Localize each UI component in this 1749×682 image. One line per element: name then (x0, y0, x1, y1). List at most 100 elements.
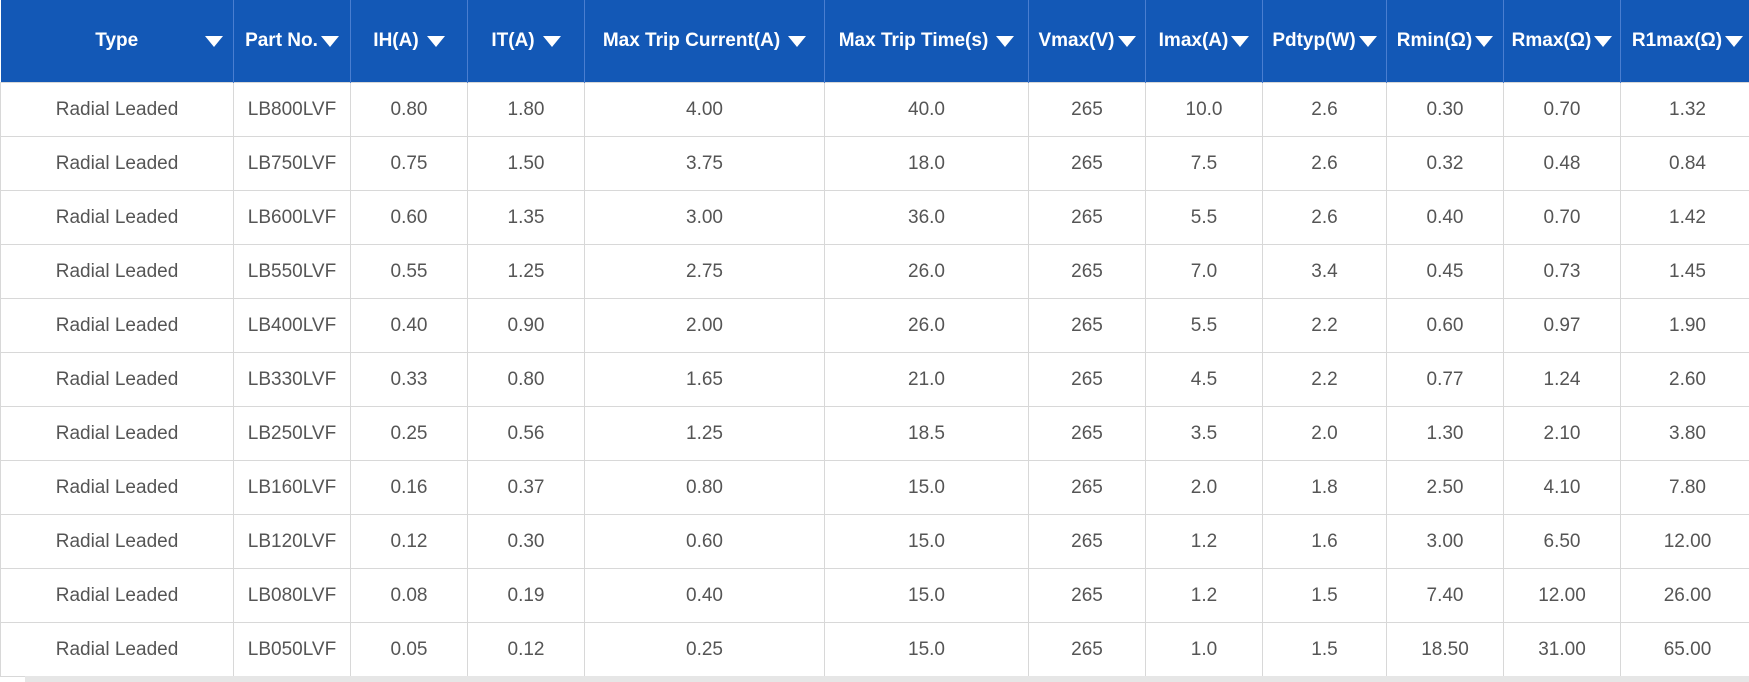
table-cell: Radial Leaded (0, 190, 234, 245)
table-cell: 265 (1028, 244, 1146, 299)
table-cell: Radial Leaded (0, 460, 234, 515)
table-cell: 2.50 (1386, 460, 1504, 515)
table-row: Radial Leaded LB550LVF 0.55 1.25 2.75 26.0 265… (0, 244, 1749, 299)
column-header-rmin[interactable]: Rmin(Ω) (1386, 0, 1504, 83)
table-cell: 3.80 (1620, 406, 1749, 461)
table-cell: 2.6 (1262, 82, 1387, 137)
table-cell: Radial Leaded (0, 136, 234, 191)
table-cell: 2.0 (1262, 406, 1387, 461)
table-cell: Radial Leaded (0, 352, 234, 407)
sort-dropdown-icon[interactable] (1358, 35, 1377, 47)
table-cell: 0.97 (1503, 298, 1621, 353)
column-header-label: Max Trip Current(A) (602, 30, 781, 51)
horizontal-scrollbar[interactable] (25, 676, 1749, 682)
table-cell: Radial Leaded (0, 622, 234, 677)
table-cell: 265 (1028, 568, 1146, 623)
table-cell: 0.19 (467, 568, 585, 623)
column-header-label: Max Trip Time(s) (838, 30, 989, 51)
table-cell: 18.0 (824, 136, 1029, 191)
table-row: Radial Leaded LB250LVF 0.25 0.56 1.25 18.5 265… (0, 406, 1749, 461)
table-cell: 0.25 (584, 622, 825, 677)
column-header-label: Imax(A) (1158, 30, 1229, 51)
column-header-rmax[interactable]: Rmax(Ω) (1503, 0, 1621, 83)
table-cell: 15.0 (824, 514, 1029, 569)
column-header-label: IH(A) (373, 30, 419, 51)
table-cell: 265 (1028, 514, 1146, 569)
sort-dropdown-icon[interactable] (426, 35, 445, 47)
table-cell: 0.37 (467, 460, 585, 515)
table-cell: LB550LVF (233, 244, 351, 299)
table-cell: 0.30 (1386, 82, 1504, 137)
table-cell: 1.24 (1503, 352, 1621, 407)
table-cell: LB120LVF (233, 514, 351, 569)
table-cell: 0.80 (350, 82, 468, 137)
table-cell: 0.55 (350, 244, 468, 299)
table-cell: 0.70 (1503, 82, 1621, 137)
table-cell: 265 (1028, 298, 1146, 353)
table-row: Radial Leaded LB600LVF 0.60 1.35 3.00 36.0 265… (0, 190, 1749, 245)
column-header-pdtyp[interactable]: Pdtyp(W) (1262, 0, 1387, 83)
table-cell: 2.00 (584, 298, 825, 353)
table-cell: Radial Leaded (0, 406, 234, 461)
table-cell: 0.70 (1503, 190, 1621, 245)
column-header-vmax[interactable]: Vmax(V) (1028, 0, 1146, 83)
table-cell: LB050LVF (233, 622, 351, 677)
table-cell: 3.4 (1262, 244, 1387, 299)
sort-dropdown-icon[interactable] (205, 35, 223, 47)
sort-dropdown-icon[interactable] (1117, 35, 1136, 47)
column-header-max-trip-current[interactable]: Max Trip Current(A) (584, 0, 825, 83)
sort-dropdown-icon[interactable] (1231, 35, 1250, 47)
table-cell: 0.40 (350, 298, 468, 353)
table-cell: 1.2 (1145, 568, 1263, 623)
table-cell: 265 (1028, 136, 1146, 191)
table-cell: 12.00 (1620, 514, 1749, 569)
column-header-part-no[interactable]: Part No. (233, 0, 351, 83)
column-header-r1max[interactable]: R1max(Ω) (1620, 0, 1749, 83)
sort-dropdown-icon[interactable] (542, 35, 561, 47)
column-header-it[interactable]: IT(A) (467, 0, 585, 83)
table-cell: 1.65 (584, 352, 825, 407)
table-cell: 1.0 (1145, 622, 1263, 677)
table-cell: 26.0 (824, 298, 1029, 353)
table-cell: 1.45 (1620, 244, 1749, 299)
column-header-ih[interactable]: IH(A) (350, 0, 468, 83)
table-row: Radial Leaded LB800LVF 0.80 1.80 4.00 40.0 265… (0, 82, 1749, 137)
table-cell: LB600LVF (233, 190, 351, 245)
table-row: Radial Leaded LB400LVF 0.40 0.90 2.00 26.0 265… (0, 298, 1749, 353)
table-cell: 0.30 (467, 514, 585, 569)
table-cell: 15.0 (824, 622, 1029, 677)
table-cell: 0.40 (584, 568, 825, 623)
table-cell: 0.12 (350, 514, 468, 569)
table-cell: 0.60 (350, 190, 468, 245)
table-cell: 40.0 (824, 82, 1029, 137)
table-cell: Radial Leaded (0, 568, 234, 623)
sort-dropdown-icon[interactable] (996, 35, 1015, 47)
table-cell: 2.75 (584, 244, 825, 299)
table-cell: 1.8 (1262, 460, 1387, 515)
table-row: Radial Leaded LB050LVF 0.05 0.12 0.25 15.0 265… (0, 622, 1749, 677)
table-cell: 36.0 (824, 190, 1029, 245)
table-cell: 0.84 (1620, 136, 1749, 191)
table-cell: 7.5 (1145, 136, 1263, 191)
column-header-type[interactable]: Type (0, 0, 234, 83)
table-cell: 0.45 (1386, 244, 1504, 299)
table-cell: LB160LVF (233, 460, 351, 515)
sort-dropdown-icon[interactable] (1475, 35, 1494, 47)
table-cell: 0.40 (1386, 190, 1504, 245)
table-cell: Radial Leaded (0, 82, 234, 137)
table-row: Radial Leaded LB160LVF 0.16 0.37 0.80 15.0 265… (0, 460, 1749, 515)
sort-dropdown-icon[interactable] (1594, 35, 1613, 47)
table-cell: 265 (1028, 352, 1146, 407)
column-header-imax[interactable]: Imax(A) (1145, 0, 1263, 83)
column-header-max-trip-time[interactable]: Max Trip Time(s) (824, 0, 1029, 83)
sort-dropdown-icon[interactable] (788, 35, 807, 47)
sort-dropdown-icon[interactable] (1725, 35, 1744, 47)
table-cell: 5.5 (1145, 298, 1263, 353)
sort-dropdown-icon[interactable] (320, 35, 339, 47)
table-cell: 0.56 (467, 406, 585, 461)
table-cell: 31.00 (1503, 622, 1621, 677)
table-cell: 0.48 (1503, 136, 1621, 191)
table-cell: 7.0 (1145, 244, 1263, 299)
